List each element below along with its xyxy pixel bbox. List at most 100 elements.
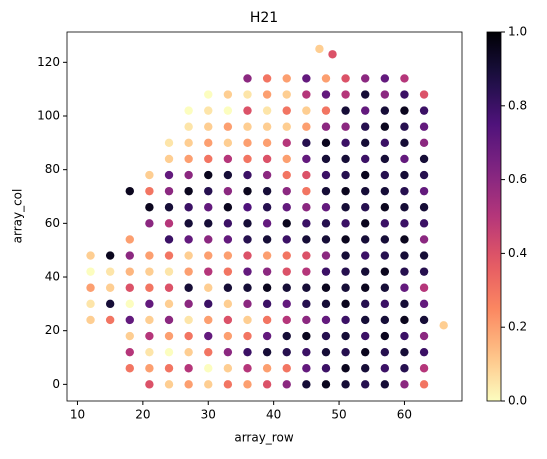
spot [302, 267, 311, 276]
spot [262, 299, 272, 309]
spot [419, 106, 429, 115]
spot [125, 299, 134, 309]
spot [125, 315, 134, 325]
spot [262, 186, 272, 196]
spot [321, 364, 331, 373]
colorbar-tick-label: 0.4 [508, 246, 527, 260]
spot [164, 186, 174, 196]
spot [328, 50, 337, 59]
spot [204, 347, 213, 357]
spot [419, 154, 429, 164]
spot [184, 203, 193, 212]
spot [243, 347, 252, 357]
spot [243, 219, 252, 228]
spot [321, 219, 331, 228]
spot [204, 251, 213, 260]
spot [282, 74, 291, 83]
spot [184, 267, 193, 276]
spot [341, 267, 350, 276]
spot [184, 106, 193, 115]
y-tick-label: 40 [45, 270, 60, 284]
spot [243, 154, 252, 164]
spot [282, 122, 291, 131]
spot [282, 106, 291, 115]
spot [380, 106, 390, 115]
spot [321, 122, 331, 131]
spot [302, 283, 311, 292]
spot [380, 138, 390, 148]
spot [302, 186, 311, 196]
spot [86, 251, 95, 260]
spot [145, 299, 154, 309]
spot [223, 203, 233, 212]
spot [204, 364, 213, 373]
spot [400, 331, 409, 341]
spot [361, 138, 370, 148]
spot [361, 186, 370, 196]
spot [361, 380, 370, 389]
spot [419, 283, 429, 292]
spot [302, 106, 311, 115]
y-tick-label: 120 [37, 55, 60, 69]
spot [321, 315, 331, 325]
spot [125, 267, 134, 276]
spot [341, 251, 350, 260]
spot [125, 186, 134, 196]
spot [282, 170, 291, 180]
spot [204, 219, 213, 228]
spot [321, 74, 331, 83]
x-tick-label: 20 [135, 408, 150, 422]
spot [164, 364, 174, 373]
spot [361, 364, 370, 373]
spot [223, 251, 233, 260]
spot [419, 219, 429, 228]
spot [282, 154, 291, 164]
spot [282, 235, 291, 244]
spot [145, 380, 154, 389]
spot [400, 74, 409, 83]
spot [243, 315, 252, 325]
spot [145, 267, 154, 276]
spot [164, 170, 174, 180]
spot [243, 186, 252, 196]
spot [400, 138, 409, 148]
chart-title: H21 [250, 10, 278, 26]
colorbar-tick-label: 0.8 [508, 98, 527, 112]
spot [321, 203, 331, 212]
spot [282, 331, 291, 341]
spot [321, 170, 331, 180]
y-tick-label: 100 [37, 108, 60, 122]
spot [243, 74, 252, 83]
spot [262, 267, 272, 276]
spot [184, 170, 193, 180]
spot [125, 347, 134, 357]
spot [380, 380, 390, 389]
spot [361, 267, 370, 276]
spot [321, 138, 331, 148]
spot [400, 186, 409, 196]
spot [321, 90, 331, 99]
spot [400, 170, 409, 180]
spot [204, 380, 213, 389]
spot [145, 170, 154, 180]
spot [400, 380, 409, 389]
spot [145, 283, 154, 292]
spot [262, 74, 272, 83]
spot [223, 267, 233, 276]
spot [361, 122, 370, 131]
spot [302, 347, 311, 357]
spot [223, 315, 233, 325]
spot [380, 186, 390, 196]
spot [321, 235, 331, 244]
spot [321, 347, 331, 357]
spot [282, 267, 291, 276]
spot [164, 203, 174, 212]
spot [380, 122, 390, 131]
spot [419, 347, 429, 357]
spot [204, 154, 213, 164]
spot [419, 331, 429, 341]
spot [223, 364, 233, 373]
y-tick-label: 80 [45, 162, 60, 176]
spot [302, 90, 311, 99]
y-tick-label: 20 [45, 323, 60, 337]
